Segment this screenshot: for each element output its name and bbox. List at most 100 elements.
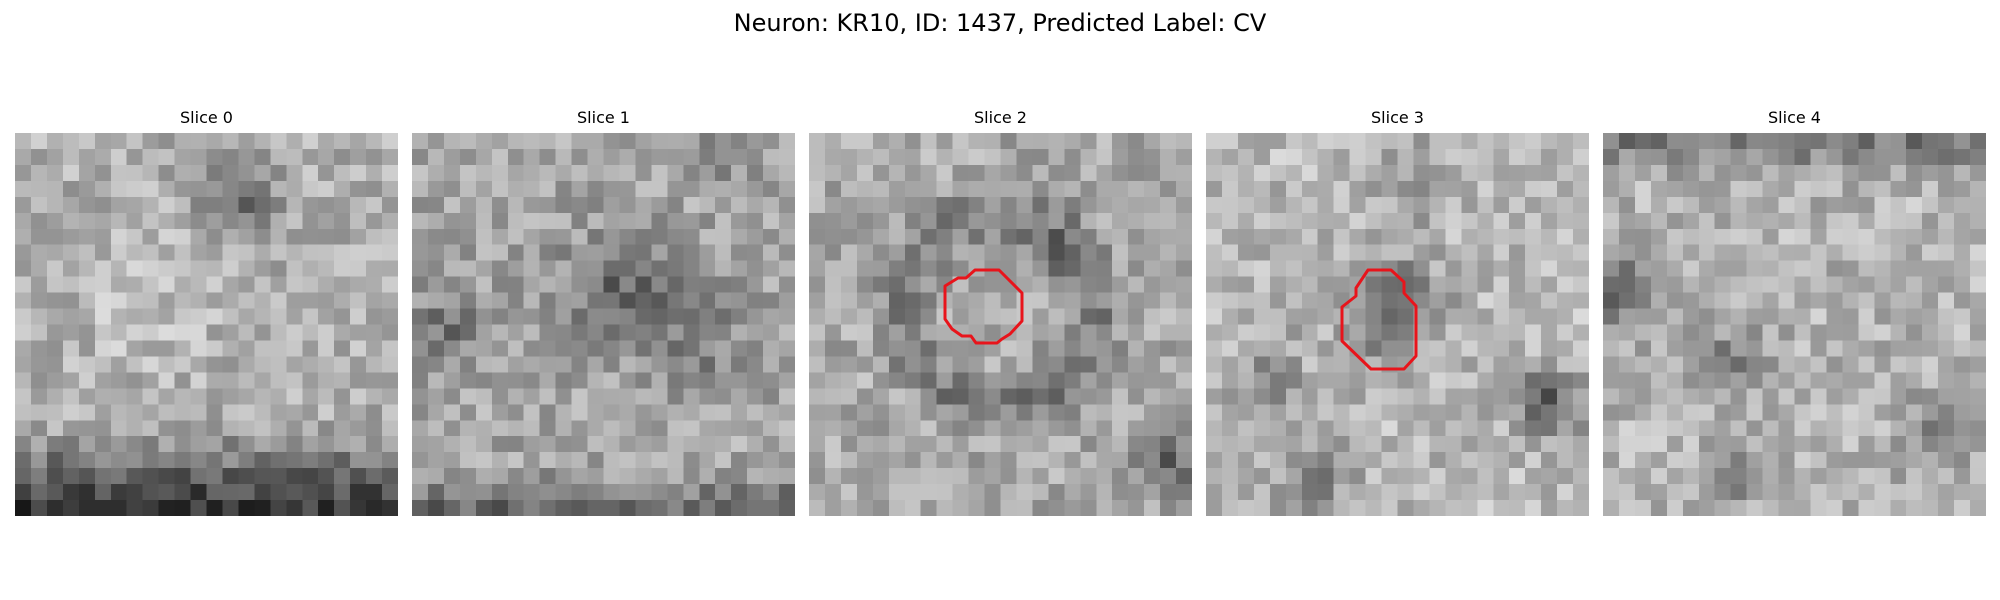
pixel [1954,164,1971,182]
pixel [840,228,858,246]
pixel [1938,388,1955,405]
pixel [491,196,509,214]
pixel [1634,133,1652,150]
pixel [1253,404,1271,421]
pixel [856,452,874,469]
pixel [382,228,398,246]
pixel [174,228,191,246]
pixel [459,340,477,357]
pixel [1778,196,1795,214]
pixel [763,164,780,182]
pixel [539,404,556,421]
pixel [1603,324,1620,341]
pixel [635,500,652,516]
pixel [1176,436,1192,453]
pixel [1666,324,1684,341]
pixel [1682,276,1700,293]
pixel [1557,308,1574,325]
pixel [968,244,985,261]
pixel [809,388,826,405]
pixel [1714,212,1731,230]
pixel [715,340,732,357]
pixel [110,164,128,182]
pixel [222,228,239,246]
pixel [1557,484,1574,501]
pixel [1317,484,1334,501]
pixel [824,324,842,341]
pixel [1237,260,1255,277]
pixel [1525,148,1542,166]
pixel [1778,404,1795,421]
pixel [334,372,351,389]
pixel [1144,196,1161,214]
pixel [1493,324,1510,341]
pixel [302,212,319,230]
pixel [126,228,143,246]
pixel [1525,196,1542,214]
pixel [1890,308,1907,325]
pixel [667,356,684,373]
pixel [222,500,239,516]
pixel [318,436,335,453]
pixel [1938,324,1955,341]
pixel [1714,228,1731,246]
pixel [523,148,540,166]
pixel [475,260,493,277]
pixel [731,340,748,357]
pixel [412,228,429,246]
pixel [475,356,493,373]
pixel [555,244,572,261]
pixel [334,484,351,501]
pixel [302,196,319,214]
pixel [1160,148,1177,166]
pixel [683,148,700,166]
pixel [1206,436,1223,453]
pixel [1301,324,1319,341]
pixel [1954,212,1971,230]
pixel [888,388,906,405]
pixel [1349,228,1366,246]
pixel [603,324,620,341]
pixel [747,180,764,198]
pixel [1698,148,1716,166]
pixel [888,340,906,357]
pixel [1730,356,1747,373]
pixel [126,404,143,421]
pixel [715,212,732,230]
pixel [1762,404,1779,421]
pixel [1634,276,1652,293]
pixel [809,500,826,516]
pixel [1573,468,1589,485]
pixel [491,228,509,246]
pixel [126,340,143,357]
pixel [1080,372,1097,389]
pixel [15,436,32,453]
pixel [603,164,620,182]
pixel [491,468,509,485]
pixel [1810,308,1827,325]
pixel [731,133,748,150]
pixel [1301,404,1319,421]
pixel [78,164,96,182]
pixel [412,484,429,501]
pixel [1509,356,1526,373]
pixel [1557,356,1574,373]
pixel [1634,260,1652,277]
pixel [1096,212,1113,230]
pixel [1842,484,1859,501]
pixel [1922,404,1939,421]
pixel [936,436,953,453]
pixel [1698,164,1716,182]
pixel [1525,292,1542,309]
pixel [699,133,716,150]
pixel [190,260,207,277]
pixel [1461,388,1478,405]
pixel [15,228,32,246]
pixel [350,452,367,469]
pixel [779,404,795,421]
pixel [1509,324,1526,341]
pixel [1429,468,1446,485]
pixel [840,276,858,293]
pixel [1954,148,1971,166]
pixel [747,292,764,309]
